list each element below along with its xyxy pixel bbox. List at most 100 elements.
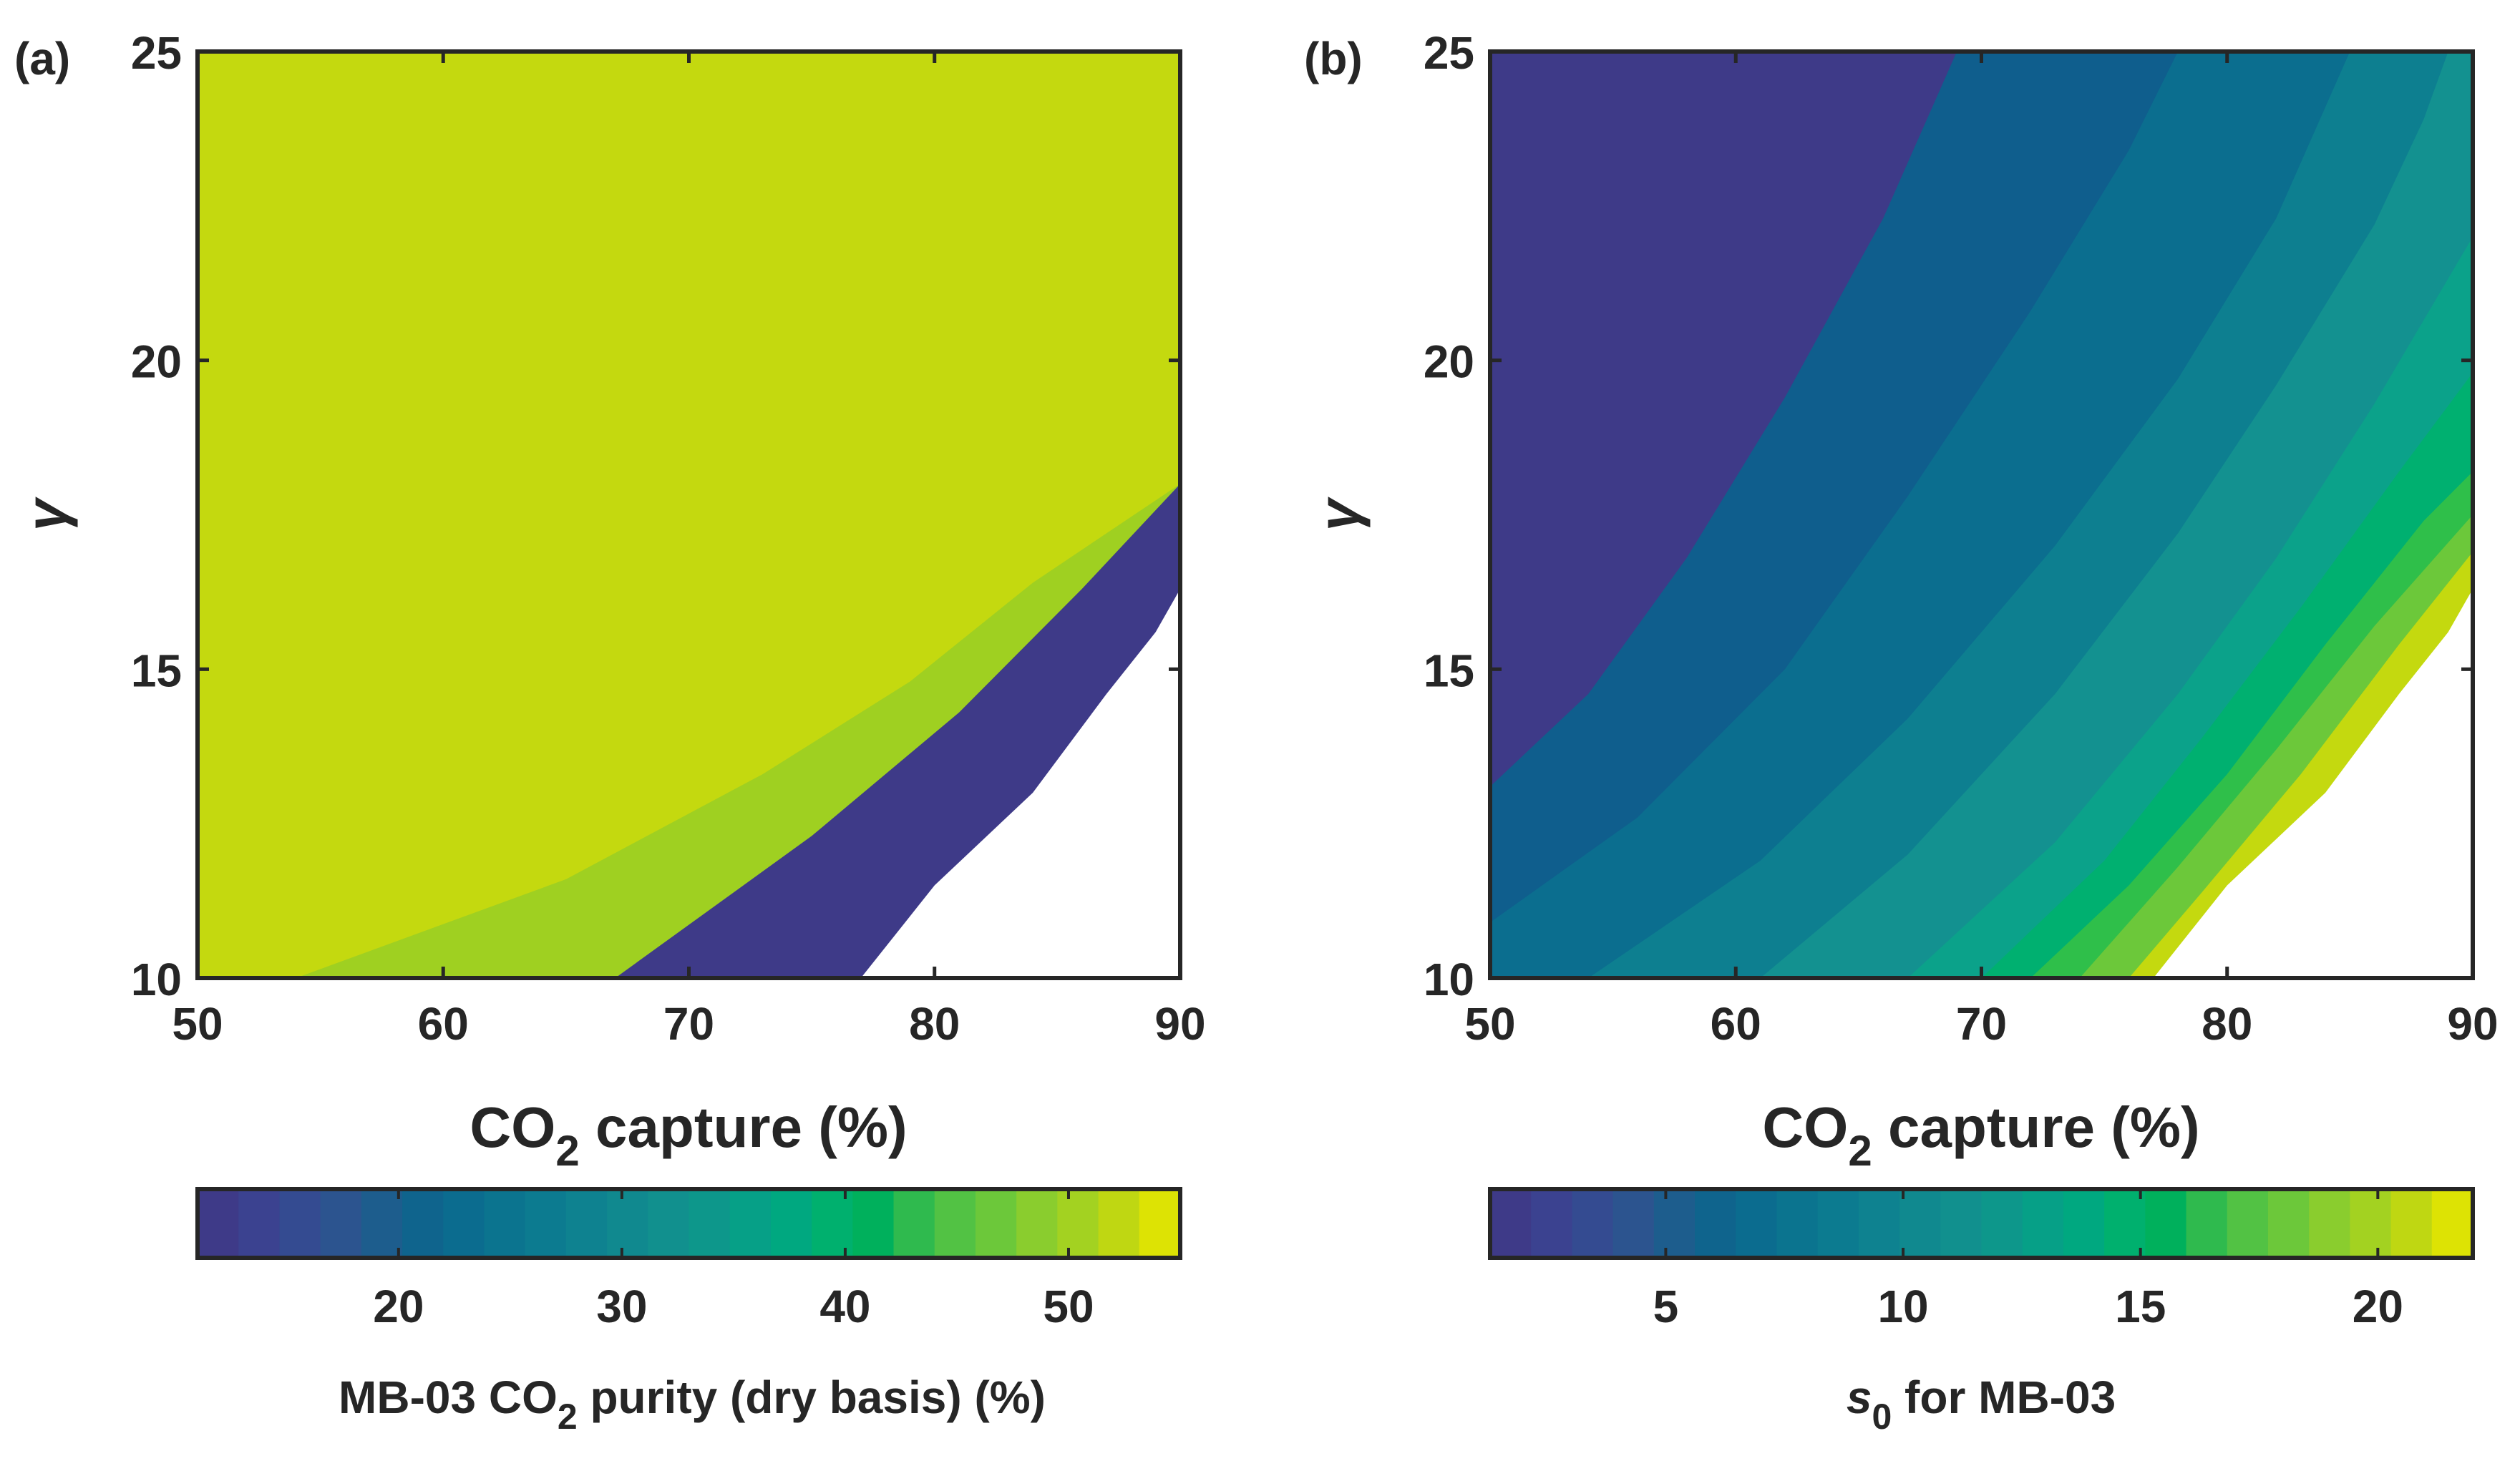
x-tick-label: 60 (418, 998, 469, 1050)
colorbar-segment (565, 1189, 608, 1258)
y-tick-label: 20 (131, 336, 182, 388)
colorbar-tick-label: 50 (1043, 1281, 1094, 1332)
colorbar-frame (195, 1187, 1182, 1260)
axis-ticks-a: 50 60 70 80 90 10 15 20 25 (131, 27, 1206, 1050)
colorbar-label-subscript: 0 (1872, 1397, 1892, 1437)
colorbar-segment (1572, 1189, 1614, 1258)
colorbar-label-prefix: MB-03 CO (339, 1372, 558, 1423)
colorbar-segment (443, 1189, 485, 1258)
colorbar-tick-label: 10 (1877, 1281, 1928, 1332)
y-tick-label: 10 (131, 954, 182, 1005)
colorbar-label-b: s0 for MB-03 (1847, 1372, 2116, 1437)
x-axis-label-a: CO2 capture (%) (470, 1095, 907, 1175)
colorbar-segment (1612, 1189, 1655, 1258)
colorbar-segment (320, 1189, 362, 1258)
colorbar-segment (2145, 1189, 2187, 1258)
x-tick-label: 70 (1956, 998, 2007, 1050)
colorbar-segment (525, 1189, 567, 1258)
x-tick-label: 50 (1464, 998, 1515, 1050)
colorbar-segment (2390, 1189, 2433, 1258)
colorbar-segment (238, 1189, 281, 1258)
colorbar-segment (2063, 1189, 2106, 1258)
colorbar-segment (1139, 1189, 1181, 1258)
colorbar-segment (812, 1189, 854, 1258)
colorbar-segment (484, 1189, 526, 1258)
colorbar-tick-label: 20 (373, 1281, 424, 1332)
colorbar-tick-label: 30 (596, 1281, 647, 1332)
colorbar-segment (2309, 1189, 2351, 1258)
colorbar-segment (770, 1189, 813, 1258)
x-axis-label-suffix: capture (%) (1872, 1095, 2200, 1159)
contour-bands-a (198, 52, 1180, 978)
colorbar-segment (1899, 1189, 1942, 1258)
colorbar-segment (1016, 1189, 1059, 1258)
infeasible-region-a (860, 589, 1180, 978)
x-tick-label: 70 (663, 998, 714, 1050)
x-axis-label-b: CO2 capture (%) (1762, 1095, 2199, 1175)
colorbar-segment (2227, 1189, 2269, 1258)
x-tick-label: 80 (909, 998, 960, 1050)
panel-a: (a) 50 60 70 80 90 10 15 20 25 CO2 capture (%) γ… (14, 27, 1206, 1437)
colorbar-segment (648, 1189, 690, 1258)
y-tick-label: 10 (1424, 954, 1474, 1005)
y-axis-label-b: γ (1307, 496, 1371, 531)
colorbar-segment (1653, 1189, 1696, 1258)
colorbar-frame (1488, 1187, 2475, 1260)
colorbar-segment (1490, 1189, 1532, 1258)
infeasible-region-b (2153, 589, 2473, 978)
y-tick-label: 25 (1424, 27, 1474, 79)
colorbar-segment (1531, 1189, 1573, 1258)
colorbar-tick-label: 40 (819, 1281, 870, 1332)
colorbar-tick-label: 5 (1653, 1281, 1679, 1332)
colorbar-segment (279, 1189, 321, 1258)
colorbar-label-subscript: 2 (558, 1397, 578, 1437)
colorbar-segment (1940, 1189, 1983, 1258)
colorbar-segment (2186, 1189, 2228, 1258)
x-axis-label-prefix: CO (1762, 1095, 1848, 1159)
colorbar-segment (1695, 1189, 1737, 1258)
y-axis-label-a: γ (14, 496, 78, 531)
colorbar-segment (2104, 1189, 2146, 1258)
x-tick-label: 90 (1154, 998, 1205, 1050)
x-tick-label: 90 (2447, 998, 2498, 1050)
colorbar-segment (2431, 1189, 2473, 1258)
colorbar-tick-label: 15 (2115, 1281, 2166, 1332)
x-axis-label-subscript: 2 (1848, 1127, 1872, 1175)
panel-label-a: (a) (14, 33, 70, 84)
colorbar-segment (1098, 1189, 1140, 1258)
colorbar-label-suffix: purity (dry basis) (%) (578, 1372, 1046, 1423)
colorbar-label-suffix: for MB-03 (1892, 1372, 2116, 1423)
colorbar-segment (1981, 1189, 2023, 1258)
y-tick-label: 25 (131, 27, 182, 79)
colorbar-segment (1057, 1189, 1099, 1258)
colorbar-a: 20 30 40 50 (195, 1187, 1182, 1332)
colorbar-segment (975, 1189, 1018, 1258)
colorbar-segment (361, 1189, 404, 1258)
x-tick-label: 50 (172, 998, 223, 1050)
contour-band (198, 52, 1180, 978)
colorbar-segment (1776, 1189, 1819, 1258)
colorbar-segment (198, 1189, 240, 1258)
y-tick-label: 15 (131, 645, 182, 696)
x-axis-label-suffix: capture (%) (580, 1095, 908, 1159)
colorbar-segment (1858, 1189, 1901, 1258)
colorbar-segment (934, 1189, 976, 1258)
colorbar-label-a: MB-03 CO2 purity (dry basis) (%) (339, 1372, 1046, 1437)
colorbar-segment (607, 1189, 649, 1258)
colorbar-segment (689, 1189, 731, 1258)
colorbar-segment (852, 1189, 895, 1258)
colorbar-tick-label: 20 (2353, 1281, 2403, 1332)
x-tick-label: 80 (2202, 998, 2252, 1050)
colorbar-segment (1736, 1189, 1778, 1258)
colorbar-segment (1817, 1189, 1859, 1258)
colorbar-segment (2350, 1189, 2392, 1258)
colorbar-label-prefix: s (1847, 1372, 1872, 1423)
colorbar-b: 5 10 15 20 (1488, 1187, 2475, 1332)
panel-label-b: (b) (1304, 33, 1363, 84)
x-axis-label-subscript: 2 (555, 1127, 579, 1175)
colorbar-segment (2267, 1189, 2310, 1258)
colorbar-segment (729, 1189, 772, 1258)
y-tick-label: 15 (1424, 645, 1474, 696)
